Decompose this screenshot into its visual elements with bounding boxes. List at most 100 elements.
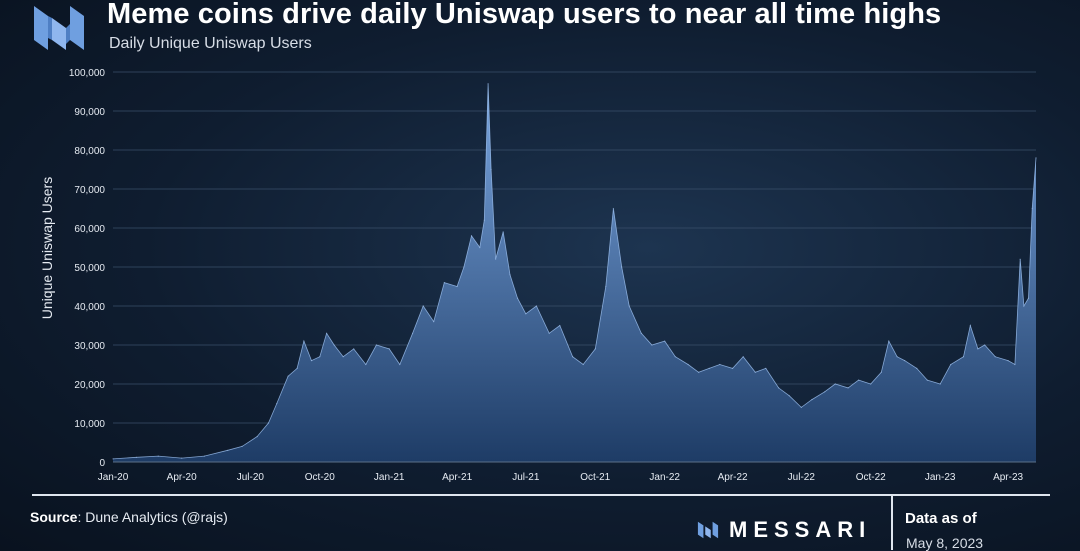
x-tick-label: Jan-21: [374, 472, 405, 483]
data-point: [742, 356, 744, 358]
data-point: [880, 371, 882, 373]
data-point: [612, 207, 614, 210]
x-tick-label: Jul-20: [237, 472, 265, 483]
x-tick-label: Jan-22: [649, 472, 680, 483]
y-tick-label: 30,000: [74, 341, 105, 352]
data-point: [483, 219, 485, 221]
y-tick-label: 60,000: [74, 224, 105, 235]
data-point: [687, 363, 689, 366]
chart-title: Meme coins drive daily Uniswap users to …: [107, 0, 942, 30]
x-tick-label: Apr-22: [718, 472, 748, 483]
data-point: [479, 246, 481, 249]
data-point: [502, 231, 504, 233]
data-point: [1019, 258, 1021, 260]
data-point: [811, 399, 813, 401]
data-point: [470, 235, 473, 237]
data-point: [847, 387, 849, 389]
source-text: : Dune Analytics (@rajs): [77, 509, 228, 525]
x-tick-label: Jan-20: [98, 472, 129, 483]
data-point: [365, 363, 367, 366]
data-point: [495, 258, 497, 260]
data-point: [640, 332, 642, 334]
series-line: [112, 83, 1037, 460]
data-point: [509, 274, 511, 276]
chart-subtitle: Daily Unique Uniswap Users: [109, 35, 312, 52]
data-point: [456, 285, 458, 288]
x-tick-label: Jul-22: [788, 472, 816, 483]
footer-divider: [32, 494, 1050, 496]
data-point: [399, 363, 401, 366]
data-point: [112, 458, 114, 460]
data-point: [276, 402, 278, 405]
data-point: [765, 367, 767, 369]
data-point: [443, 282, 445, 284]
data-point: [342, 356, 344, 358]
y-tick-label: 40,000: [74, 302, 105, 313]
source-note: Source: Dune Analytics (@rajs): [30, 509, 228, 525]
x-tick-label: Jan-23: [925, 472, 956, 483]
data-point: [296, 367, 298, 369]
data-point: [732, 367, 734, 369]
data-point: [950, 363, 952, 366]
x-tick-label: Apr-20: [167, 472, 197, 483]
data-point: [135, 456, 137, 458]
data-point: [572, 356, 574, 358]
y-tick-label: 90,000: [74, 107, 105, 118]
data-point: [375, 344, 377, 346]
data-point: [674, 356, 676, 358]
data-point: [888, 340, 890, 342]
data-point: [241, 445, 243, 447]
data-point: [708, 367, 710, 369]
data-point: [621, 266, 623, 268]
data-point: [719, 363, 721, 366]
data-point: [516, 297, 519, 299]
data-point: [1035, 157, 1037, 159]
data-point: [203, 455, 205, 457]
data-point: [157, 455, 159, 457]
data-point: [1023, 305, 1025, 307]
data-point: [977, 348, 979, 350]
data-point: [994, 356, 996, 358]
data-point: [319, 356, 321, 358]
data-point: [310, 360, 313, 362]
data-point: [582, 363, 584, 366]
data-as-of-label: Data as of: [905, 510, 977, 527]
y-tick-label: 50,000: [74, 263, 105, 274]
data-point: [605, 285, 607, 288]
data-point: [651, 344, 653, 346]
source-label: Source: [30, 509, 78, 525]
data-point: [559, 324, 561, 327]
y-tick-labels: 0 10,000 20,000 30,000 40,000 50,000 60,000 70,…: [69, 68, 106, 469]
data-point: [969, 324, 971, 327]
data-point: [463, 266, 465, 268]
data-point: [433, 321, 435, 323]
messari-mark-icon: [697, 521, 719, 539]
x-tick-label: Apr-21: [442, 472, 472, 483]
data-point: [594, 348, 596, 350]
footer-vertical-divider: [891, 496, 893, 550]
y-tick-label: 20,000: [74, 380, 105, 391]
y-tick-label: 0: [99, 458, 105, 469]
data-point: [412, 332, 414, 334]
data-point: [303, 340, 305, 342]
x-tick-label: Oct-22: [856, 472, 886, 483]
data-point: [525, 313, 527, 315]
data-point: [325, 332, 328, 334]
data-point: [1027, 297, 1030, 299]
data-point: [824, 391, 826, 393]
data-point: [490, 168, 492, 171]
data-point: [778, 387, 780, 389]
data-point: [333, 344, 335, 346]
data-point: [1031, 207, 1033, 210]
messari-brand: MESSARI: [697, 517, 872, 542]
data-point: [926, 379, 928, 381]
data-point: [487, 83, 489, 85]
brand-name: MESSARI: [729, 517, 872, 542]
data-as-of-date: May 8, 2023: [906, 535, 984, 551]
data-point: [388, 348, 390, 350]
data-point: [962, 356, 965, 358]
data-points: [112, 83, 1037, 460]
data-point: [287, 375, 289, 377]
data-point: [834, 383, 836, 385]
data-point: [422, 305, 424, 307]
